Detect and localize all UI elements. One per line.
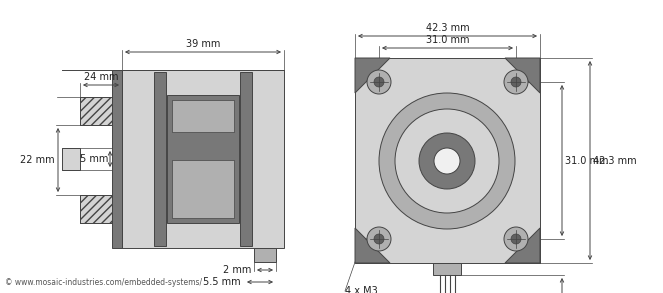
Circle shape	[374, 234, 384, 244]
Text: 39 mm: 39 mm	[186, 39, 220, 49]
Circle shape	[395, 109, 499, 213]
Bar	[355, 58, 540, 263]
Text: 22 mm: 22 mm	[21, 155, 55, 165]
Bar	[122, 70, 284, 248]
Text: 42.3 mm: 42.3 mm	[593, 156, 636, 166]
Bar	[254, 248, 276, 262]
Text: 5 mm: 5 mm	[80, 154, 108, 164]
Bar	[172, 160, 234, 218]
Text: 24 mm: 24 mm	[84, 72, 118, 82]
Bar	[167, 95, 239, 223]
Polygon shape	[505, 58, 540, 93]
Circle shape	[511, 234, 521, 244]
Polygon shape	[505, 228, 540, 263]
Circle shape	[504, 70, 528, 94]
Circle shape	[419, 133, 475, 189]
Text: 31.0 mm: 31.0 mm	[426, 35, 469, 45]
Bar	[112, 70, 122, 248]
Bar	[80, 97, 112, 125]
Bar	[433, 263, 461, 275]
Text: 5.5 mm: 5.5 mm	[204, 277, 241, 287]
Text: 4 x M3: 4 x M3	[345, 286, 378, 293]
Bar	[80, 195, 112, 223]
Bar	[154, 72, 166, 246]
Polygon shape	[355, 228, 390, 263]
Bar	[80, 97, 122, 125]
Bar	[172, 100, 234, 132]
Circle shape	[367, 70, 391, 94]
Text: 31.0 mm: 31.0 mm	[565, 156, 609, 166]
Circle shape	[367, 227, 391, 251]
Circle shape	[511, 77, 521, 87]
Circle shape	[504, 227, 528, 251]
Text: © www.mosaic-industries.com/embedded-systems/: © www.mosaic-industries.com/embedded-sys…	[5, 278, 202, 287]
Circle shape	[379, 93, 515, 229]
Circle shape	[434, 148, 460, 174]
Bar	[240, 72, 252, 246]
Bar	[80, 195, 122, 223]
Polygon shape	[355, 58, 390, 93]
Bar	[62, 148, 80, 170]
Text: 42.3 mm: 42.3 mm	[426, 23, 469, 33]
Text: 2 mm: 2 mm	[223, 265, 251, 275]
Circle shape	[374, 77, 384, 87]
